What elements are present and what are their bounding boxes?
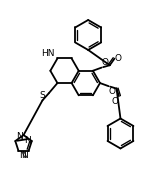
Text: N: N <box>21 151 27 160</box>
Text: S: S <box>40 91 45 100</box>
Text: HN: HN <box>41 49 55 58</box>
Text: N: N <box>16 132 23 141</box>
Text: N: N <box>24 136 31 145</box>
Text: N: N <box>19 151 26 160</box>
Text: O: O <box>109 87 116 96</box>
Text: O: O <box>115 54 122 63</box>
Text: O: O <box>111 97 118 106</box>
Text: O: O <box>102 58 109 67</box>
